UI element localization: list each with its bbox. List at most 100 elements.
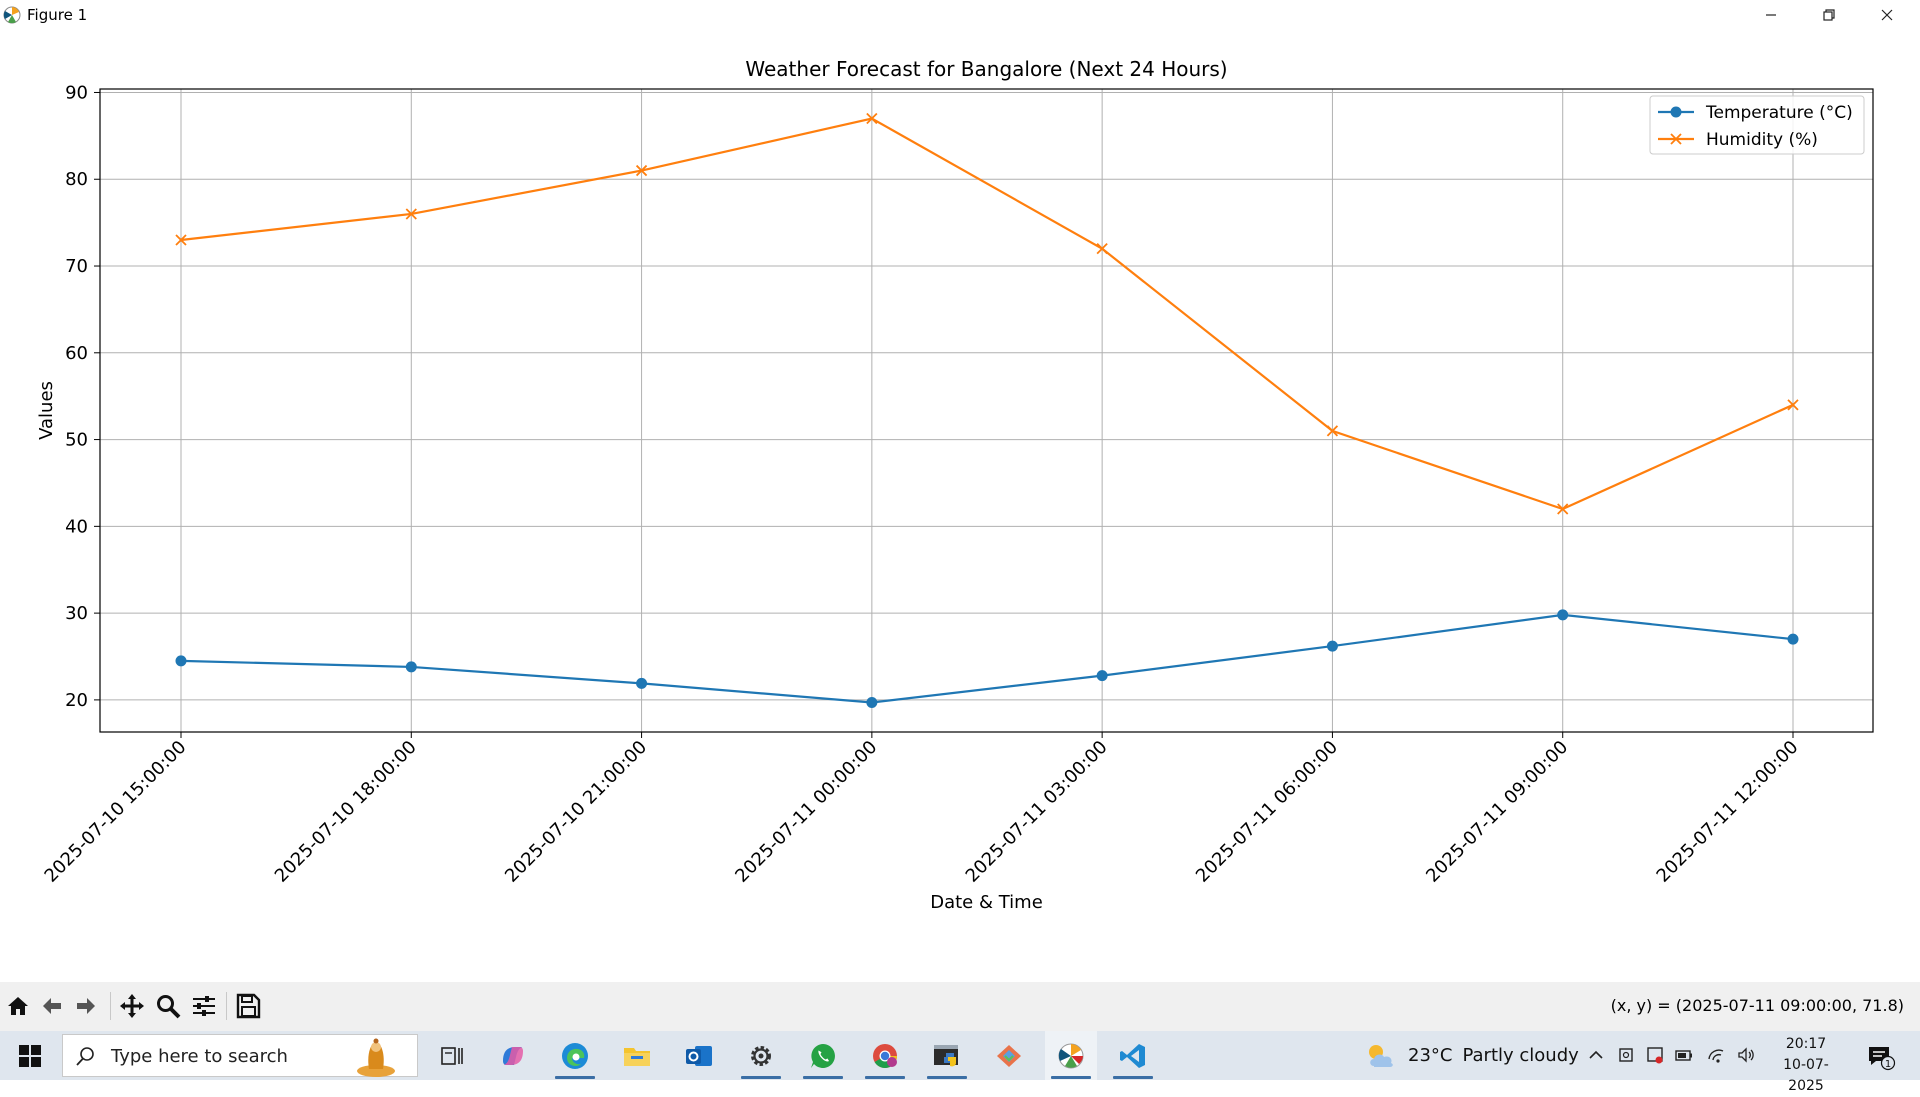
wifi-icon[interactable] bbox=[1706, 1045, 1726, 1065]
file-explorer-icon bbox=[624, 1047, 650, 1066]
minimize-button[interactable] bbox=[1742, 0, 1800, 30]
running-indicator bbox=[741, 1076, 781, 1079]
zoom-button[interactable] bbox=[152, 990, 184, 1022]
running-indicator bbox=[555, 1076, 595, 1079]
legend-label: Temperature (°C) bbox=[1705, 103, 1853, 123]
series-line bbox=[180, 117, 1794, 511]
copilot-button[interactable] bbox=[487, 1031, 539, 1080]
x-tick-label: 2025-07-11 00:00:00 bbox=[731, 737, 881, 887]
matplotlib-app-icon bbox=[3, 6, 21, 24]
vscode-button[interactable] bbox=[1107, 1031, 1159, 1080]
taskbar-search[interactable]: Type here to search bbox=[62, 1034, 418, 1077]
save-button[interactable] bbox=[232, 990, 264, 1022]
y-axis-label: Values bbox=[36, 381, 57, 440]
running-indicator bbox=[927, 1076, 967, 1079]
chevron-up-icon[interactable] bbox=[1586, 1045, 1606, 1065]
taskbar-clock[interactable]: 20:17 10-07-2025 bbox=[1766, 1034, 1846, 1097]
configure-subplots-button[interactable] bbox=[188, 990, 220, 1022]
save-icon bbox=[236, 993, 261, 1019]
matplotlib-figure-icon bbox=[1058, 1043, 1084, 1068]
humidity-point bbox=[1787, 399, 1799, 411]
start-button[interactable] bbox=[0, 1031, 60, 1080]
temperature-point bbox=[1326, 640, 1338, 652]
temperature-point bbox=[1557, 609, 1569, 621]
settings-icon bbox=[751, 1045, 771, 1066]
notification-center-button[interactable]: 1 bbox=[1866, 1043, 1896, 1071]
home-icon bbox=[8, 997, 28, 1015]
humidity-point bbox=[405, 208, 417, 220]
humidity-point bbox=[175, 234, 187, 246]
volume-icon[interactable] bbox=[1736, 1045, 1756, 1065]
running-indicator bbox=[1051, 1076, 1091, 1079]
minimize-icon bbox=[1766, 14, 1776, 16]
battery-icon[interactable] bbox=[1674, 1045, 1694, 1065]
figure-canvas[interactable]: 20 30 40 50 60 70 80 90 2025-07-10 15:00:00 2025-… bbox=[0, 30, 1920, 982]
running-indicator bbox=[803, 1076, 843, 1079]
close-button[interactable] bbox=[1858, 0, 1916, 30]
edge-button[interactable] bbox=[549, 1031, 601, 1080]
legend-marker bbox=[1670, 106, 1682, 118]
python-terminal-button[interactable] bbox=[921, 1031, 973, 1080]
humidity-point bbox=[1096, 243, 1108, 255]
y-tick-label: 30 bbox=[65, 603, 88, 624]
y-tick-label: 70 bbox=[65, 256, 88, 277]
weather-widget[interactable]: 23°C Partly cloudy bbox=[1364, 1031, 1579, 1080]
axes-frame bbox=[99, 88, 1874, 733]
x-tick-label: 2025-07-11 03:00:00 bbox=[962, 737, 1112, 887]
chrome-icon bbox=[873, 1043, 897, 1068]
git-button[interactable] bbox=[983, 1031, 1035, 1080]
restore-button[interactable] bbox=[1800, 0, 1858, 30]
y-tick-label: 80 bbox=[65, 169, 88, 190]
y-tick-label: 40 bbox=[65, 516, 88, 537]
security-icon[interactable] bbox=[1645, 1045, 1665, 1065]
whatsapp-button[interactable] bbox=[797, 1031, 849, 1080]
y-tick-label: 60 bbox=[65, 343, 88, 364]
temperature-point bbox=[175, 655, 187, 667]
legend-box bbox=[1649, 95, 1865, 155]
matplotlib-toolbar: (x, y) = (2025-07-11 09:00:00, 71.8) bbox=[0, 982, 1920, 1031]
forward-icon bbox=[77, 998, 95, 1014]
git-icon bbox=[997, 1044, 1021, 1067]
settings-button[interactable] bbox=[735, 1031, 787, 1080]
pan-button[interactable] bbox=[116, 990, 148, 1022]
vscode-icon bbox=[1120, 1043, 1145, 1068]
x-tick-label: 2025-07-11 09:00:00 bbox=[1422, 737, 1572, 887]
running-indicator bbox=[865, 1076, 905, 1079]
line-chart: 20 30 40 50 60 70 80 90 2025-07-10 15:00:00 2025-… bbox=[36, 57, 1874, 913]
toolbar-separator bbox=[110, 992, 111, 1020]
outlook-icon bbox=[686, 1045, 712, 1066]
home-button[interactable] bbox=[2, 990, 34, 1022]
matplotlib-figure-button[interactable] bbox=[1045, 1031, 1097, 1080]
x-tick-label: 2025-07-10 21:00:00 bbox=[501, 737, 651, 887]
toolbar-separator bbox=[226, 992, 227, 1020]
outlook-button[interactable] bbox=[673, 1031, 725, 1080]
file-explorer-button[interactable] bbox=[611, 1031, 663, 1080]
legend-marker bbox=[1670, 133, 1682, 145]
temperature-point bbox=[1787, 633, 1799, 645]
temperature-point bbox=[1096, 670, 1108, 682]
python-icon bbox=[934, 1044, 958, 1066]
forward-button[interactable] bbox=[70, 990, 102, 1022]
task-view-button[interactable] bbox=[426, 1031, 478, 1080]
x-tick-label: 2025-07-11 12:00:00 bbox=[1653, 737, 1803, 887]
partly-cloudy-icon bbox=[1369, 1044, 1393, 1067]
series-line bbox=[180, 613, 1794, 704]
x-axis-label: Date & Time bbox=[930, 892, 1043, 913]
temperature-point bbox=[405, 661, 417, 673]
search-highlight-icon bbox=[357, 1038, 395, 1077]
pan-icon bbox=[120, 994, 144, 1018]
clock-time: 20:17 bbox=[1785, 1036, 1827, 1052]
y-tick-label: 20 bbox=[65, 690, 88, 711]
restore-icon bbox=[1823, 9, 1835, 21]
camera-icon[interactable] bbox=[1616, 1045, 1636, 1065]
series-layer bbox=[175, 112, 1799, 708]
y-tick-label: 90 bbox=[65, 82, 88, 103]
y-tick-label: 50 bbox=[65, 430, 88, 451]
task-view-icon bbox=[441, 1046, 463, 1065]
back-button[interactable] bbox=[36, 990, 68, 1022]
windows-taskbar: Type here to search bbox=[0, 1031, 1920, 1094]
chrome-button[interactable] bbox=[859, 1031, 911, 1080]
edge-icon bbox=[562, 1042, 588, 1069]
x-tick-label: 2025-07-10 18:00:00 bbox=[271, 737, 421, 887]
x-tick-label: 2025-07-11 06:00:00 bbox=[1192, 737, 1342, 887]
